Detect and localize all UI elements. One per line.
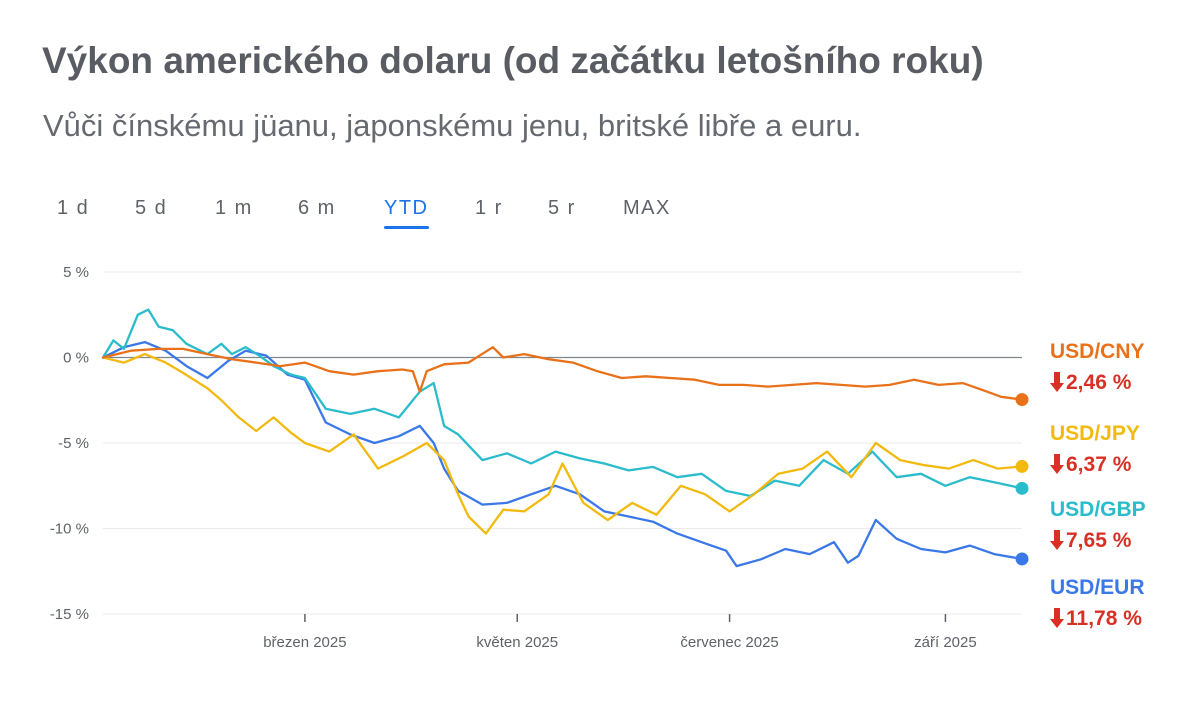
series-line-usd-eur xyxy=(101,340,1024,568)
legend-change-value: 7,65 % xyxy=(1066,529,1132,552)
tab-1d[interactable]: 1 d xyxy=(57,197,90,219)
legend-change-value: 11,78 % xyxy=(1066,607,1142,630)
legend-change: 6,37 % xyxy=(1050,453,1180,477)
x-tick-label: květen 2025 xyxy=(476,634,558,651)
y-tick-label: 5 % xyxy=(63,264,89,281)
legend-entry-usd-jpy: USD/JPY 6,37 % xyxy=(1050,422,1180,477)
tab-ytd[interactable]: YTD xyxy=(384,197,429,229)
active-tab-indicator xyxy=(384,226,429,229)
legend-name: USD/GBP xyxy=(1050,498,1146,521)
end-point-usd-jpy xyxy=(1015,459,1029,473)
y-tick-label: -15 % xyxy=(50,606,89,623)
series-line-usd-cny xyxy=(101,346,1024,401)
end-point-usd-gbp xyxy=(1015,481,1029,495)
legend-name: USD/EUR xyxy=(1050,576,1145,599)
arrow-down-icon xyxy=(1050,608,1064,628)
series-line-usd-gbp xyxy=(101,308,1024,498)
tab-6m[interactable]: 6 m xyxy=(298,197,336,219)
tab-max[interactable]: MAX xyxy=(623,197,671,219)
legend-change-value: 6,37 % xyxy=(1066,453,1132,476)
x-tick-label: září 2025 xyxy=(914,634,977,651)
chart-subtitle: Vůči čínskému jüanu, japonskému jenu, br… xyxy=(43,108,862,143)
y-tick-label: -10 % xyxy=(50,521,89,538)
tab-5d[interactable]: 5 d xyxy=(135,197,168,219)
end-point-usd-eur xyxy=(1015,552,1029,566)
arrow-down-icon xyxy=(1050,530,1064,550)
series-line-usd-jpy xyxy=(101,352,1024,535)
legend-entry-usd-gbp: USD/GBP 7,65 % xyxy=(1050,498,1180,553)
tab-5r[interactable]: 5 r xyxy=(548,197,576,219)
legend-change-value: 2,46 % xyxy=(1066,371,1132,394)
x-tick-label: červenec 2025 xyxy=(680,634,778,651)
y-tick-label: -5 % xyxy=(58,435,89,452)
legend-change: 2,46 % xyxy=(1050,371,1180,395)
legend-change: 11,78 % xyxy=(1050,607,1180,631)
y-tick-label: 0 % xyxy=(63,350,89,367)
tab-1r[interactable]: 1 r xyxy=(475,197,503,219)
legend-entry-usd-eur: USD/EUR 11,78 % xyxy=(1050,576,1180,631)
arrow-down-icon xyxy=(1050,372,1064,392)
legend-change: 7,65 % xyxy=(1050,529,1180,553)
arrow-down-icon xyxy=(1050,454,1064,474)
x-tick-label: březen 2025 xyxy=(263,634,346,651)
tab-1m[interactable]: 1 m xyxy=(215,197,253,219)
legend-entry-usd-cny: USD/CNY 2,46 % xyxy=(1050,340,1180,395)
legend-name: USD/JPY xyxy=(1050,422,1140,445)
legend-name: USD/CNY xyxy=(1050,340,1145,363)
tab-ytd-label: YTD xyxy=(384,197,429,219)
end-point-usd-cny xyxy=(1015,393,1029,407)
chart-title: Výkon amerického dolaru (od začátku leto… xyxy=(42,40,984,81)
time-range-tabs: 1 d 5 d 1 m 6 m YTD 1 r 5 r MAX xyxy=(0,197,720,237)
